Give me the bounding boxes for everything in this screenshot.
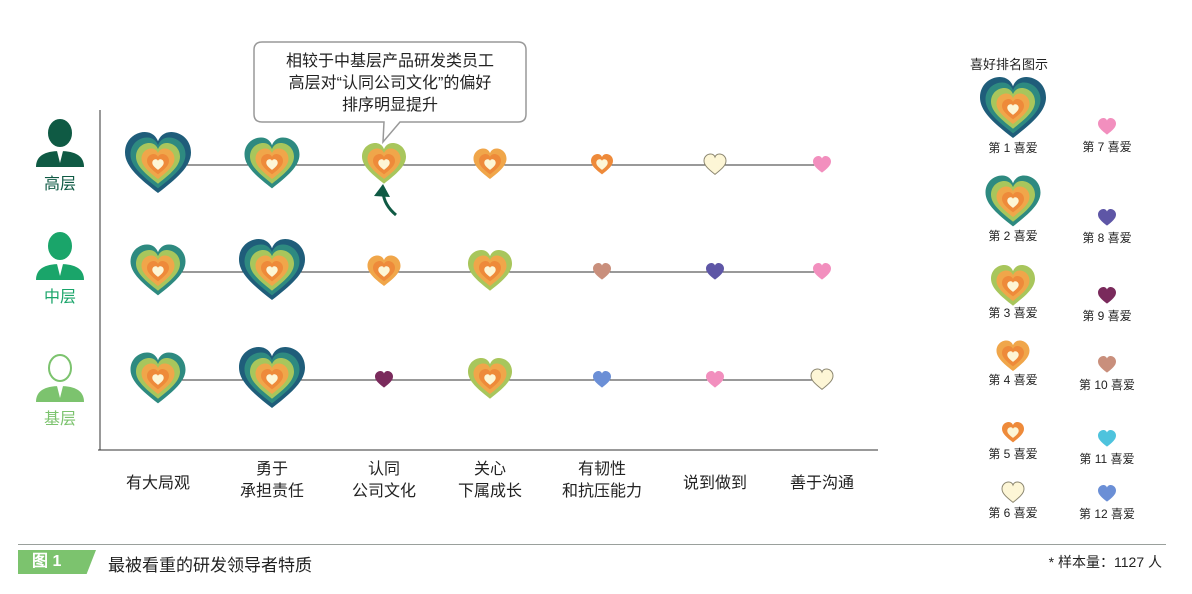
legend-label: 第 2 喜爱 xyxy=(988,229,1037,243)
heart-mark xyxy=(706,371,724,388)
legend-heart xyxy=(1001,481,1025,503)
legend-label: 第 5 喜爱 xyxy=(988,447,1037,461)
figure-tag: 图 1 xyxy=(18,550,96,574)
x-tick-label: 说到做到 xyxy=(683,474,747,492)
footer-divider xyxy=(18,544,1166,545)
heart-mark xyxy=(706,263,724,280)
heart-mark xyxy=(593,263,611,280)
legend-label: 第 9 喜爱 xyxy=(1082,309,1131,323)
person-icon xyxy=(36,232,84,280)
heart-mark xyxy=(813,263,831,280)
legend-heart xyxy=(1098,287,1116,304)
heart-mark xyxy=(591,154,613,175)
person-icon xyxy=(36,119,84,167)
callout: 相较于中基层产品研发类员工高层对“认同公司文化”的偏好排序明显提升 xyxy=(253,41,527,145)
heart-mark xyxy=(239,239,305,301)
legend-heart xyxy=(985,175,1041,227)
row-label: 中层 xyxy=(44,288,76,306)
x-tick-label: 有大局观 xyxy=(126,474,190,492)
heart-mark xyxy=(125,132,191,194)
row-label: 基层 xyxy=(44,410,76,428)
legend-label: 第 3 喜爱 xyxy=(988,306,1037,320)
sample-size: * 样本量：1127 人 xyxy=(1048,554,1162,570)
heart-mark xyxy=(468,358,512,399)
row-label: 高层 xyxy=(44,175,76,193)
heart-mark xyxy=(239,347,305,409)
heart-mark xyxy=(810,368,834,390)
legend-heart xyxy=(1098,430,1116,447)
up-arrow-icon xyxy=(374,184,397,217)
legend-heart xyxy=(1098,118,1116,135)
legend-label: 第 1 喜爱 xyxy=(988,141,1037,155)
heart-mark xyxy=(813,156,831,173)
legend-title: 喜好排名图示 xyxy=(970,57,1048,72)
legend-label: 第 11 喜爱 xyxy=(1079,452,1134,466)
heart-mark xyxy=(130,352,186,404)
legend-heart xyxy=(1098,209,1116,226)
heart-mark xyxy=(362,143,406,184)
heart-mark xyxy=(130,244,186,296)
figure-title: 最被看重的研发领导者特质 xyxy=(108,556,312,575)
heart-mark xyxy=(473,148,507,180)
heart-mark xyxy=(703,153,727,175)
x-tick-label: 认同公司文化 xyxy=(352,460,416,500)
legend-heart xyxy=(991,265,1035,306)
heart-mark xyxy=(468,250,512,291)
legend-label: 第 8 喜爱 xyxy=(1082,231,1131,245)
x-tick-label: 善于沟通 xyxy=(790,474,854,492)
x-tick-label: 有韧性和抗压能力 xyxy=(562,460,642,500)
legend-heart xyxy=(996,340,1030,372)
legend-label: 第 10 喜爱 xyxy=(1079,378,1135,392)
legend-heart xyxy=(1098,356,1116,373)
callout-text: 相较于中基层产品研发类员工高层对“认同公司文化”的偏好排序明显提升 xyxy=(286,52,494,114)
heart-mark xyxy=(244,137,300,189)
legend-label: 第 7 喜爱 xyxy=(1082,140,1131,154)
legend-heart xyxy=(980,77,1046,139)
x-tick-label: 勇于承担责任 xyxy=(240,460,304,500)
x-tick-label: 关心下属成长 xyxy=(458,460,522,500)
heart-mark xyxy=(367,255,401,287)
legend-label: 第 4 喜爱 xyxy=(988,373,1037,387)
person-icon xyxy=(36,354,84,402)
legend-label: 第 12 喜爱 xyxy=(1079,507,1135,521)
legend-heart xyxy=(1002,422,1024,443)
legend-heart xyxy=(1098,485,1116,502)
legend-label: 第 6 喜爱 xyxy=(988,506,1037,520)
heart-mark xyxy=(375,371,393,388)
heart-mark xyxy=(593,371,611,388)
